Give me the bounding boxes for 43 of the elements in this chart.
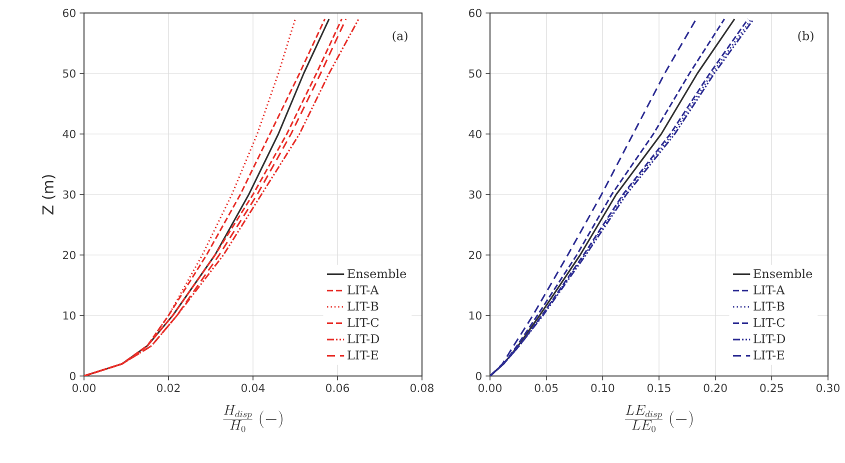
legend-label: LIT-B bbox=[348, 302, 378, 311]
x-tick-label: 0.02 bbox=[156, 384, 180, 392]
y-tick-label: 20 bbox=[469, 250, 482, 260]
legend-label: LIT-E bbox=[348, 350, 378, 360]
y-tick-label: 60 bbox=[62, 8, 76, 18]
x-tick-label: 0.10 bbox=[591, 384, 614, 392]
legend-label: LIT-D bbox=[754, 334, 786, 344]
y-tick-label: 50 bbox=[469, 69, 482, 78]
y-tick-label: 50 bbox=[63, 69, 76, 78]
annotation: (a) bbox=[392, 31, 408, 42]
x-tick-label: 0.25 bbox=[760, 384, 783, 392]
legend-label: Ensemble bbox=[348, 268, 406, 278]
legend-label: LIT-A bbox=[754, 286, 785, 294]
legend-label: LIT-B bbox=[754, 302, 784, 311]
legend-label: LIT-E bbox=[754, 350, 784, 360]
y-tick-label: 60 bbox=[468, 8, 482, 18]
legend-label: Ensemble bbox=[754, 268, 812, 278]
x-axis-title: $\frac{LE_{disp}}{LE_0}\;(-)$ bbox=[625, 404, 693, 432]
y-tick-label: 40 bbox=[62, 130, 76, 138]
x-tick-label: 0.06 bbox=[326, 384, 350, 392]
x-tick-label: 0.00 bbox=[72, 384, 96, 392]
legend-label: LIT-C bbox=[754, 318, 785, 328]
y-tick-label: 0 bbox=[476, 372, 482, 380]
x-tick-label: 0.00 bbox=[478, 384, 502, 392]
y-tick-label: 20 bbox=[63, 250, 76, 260]
x-axis-title: $\frac{H_{disp}}{H_0}\;(-)$ bbox=[223, 404, 282, 432]
y-tick-label: 40 bbox=[468, 130, 482, 138]
y-tick-label: 30 bbox=[469, 190, 482, 199]
x-tick-label: 0.15 bbox=[647, 384, 670, 392]
annotation: (b) bbox=[798, 31, 814, 42]
y-tick-label: 0 bbox=[70, 372, 76, 380]
x-tick-label: 0.04 bbox=[241, 384, 265, 392]
legend-label: LIT-C bbox=[348, 318, 379, 328]
x-tick-label: 0.05 bbox=[534, 384, 558, 392]
x-tick-label: 0.20 bbox=[704, 384, 727, 392]
y-axis-title: Z (m) bbox=[42, 175, 56, 215]
legend-label: LIT-A bbox=[348, 286, 379, 294]
y-tick-label: 10 bbox=[63, 311, 76, 320]
x-tick-label: 0.08 bbox=[410, 384, 434, 392]
y-tick-label: 10 bbox=[469, 311, 482, 320]
y-tick-label: 30 bbox=[63, 190, 76, 199]
legend-label: LIT-D bbox=[348, 334, 380, 344]
x-tick-label: 0.30 bbox=[816, 384, 840, 392]
